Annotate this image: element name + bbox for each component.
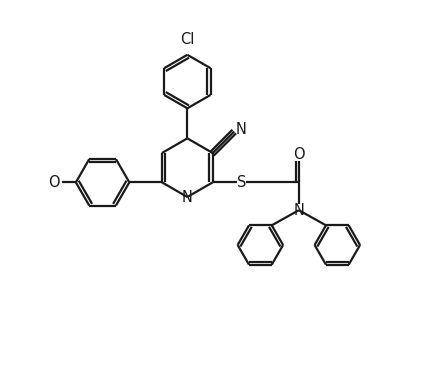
Text: S: S	[236, 175, 246, 190]
Text: N: N	[182, 190, 193, 205]
Text: O: O	[48, 175, 60, 190]
Text: N: N	[235, 122, 246, 137]
Text: O: O	[293, 147, 305, 162]
Text: Cl: Cl	[180, 32, 195, 48]
Text: N: N	[294, 203, 304, 218]
